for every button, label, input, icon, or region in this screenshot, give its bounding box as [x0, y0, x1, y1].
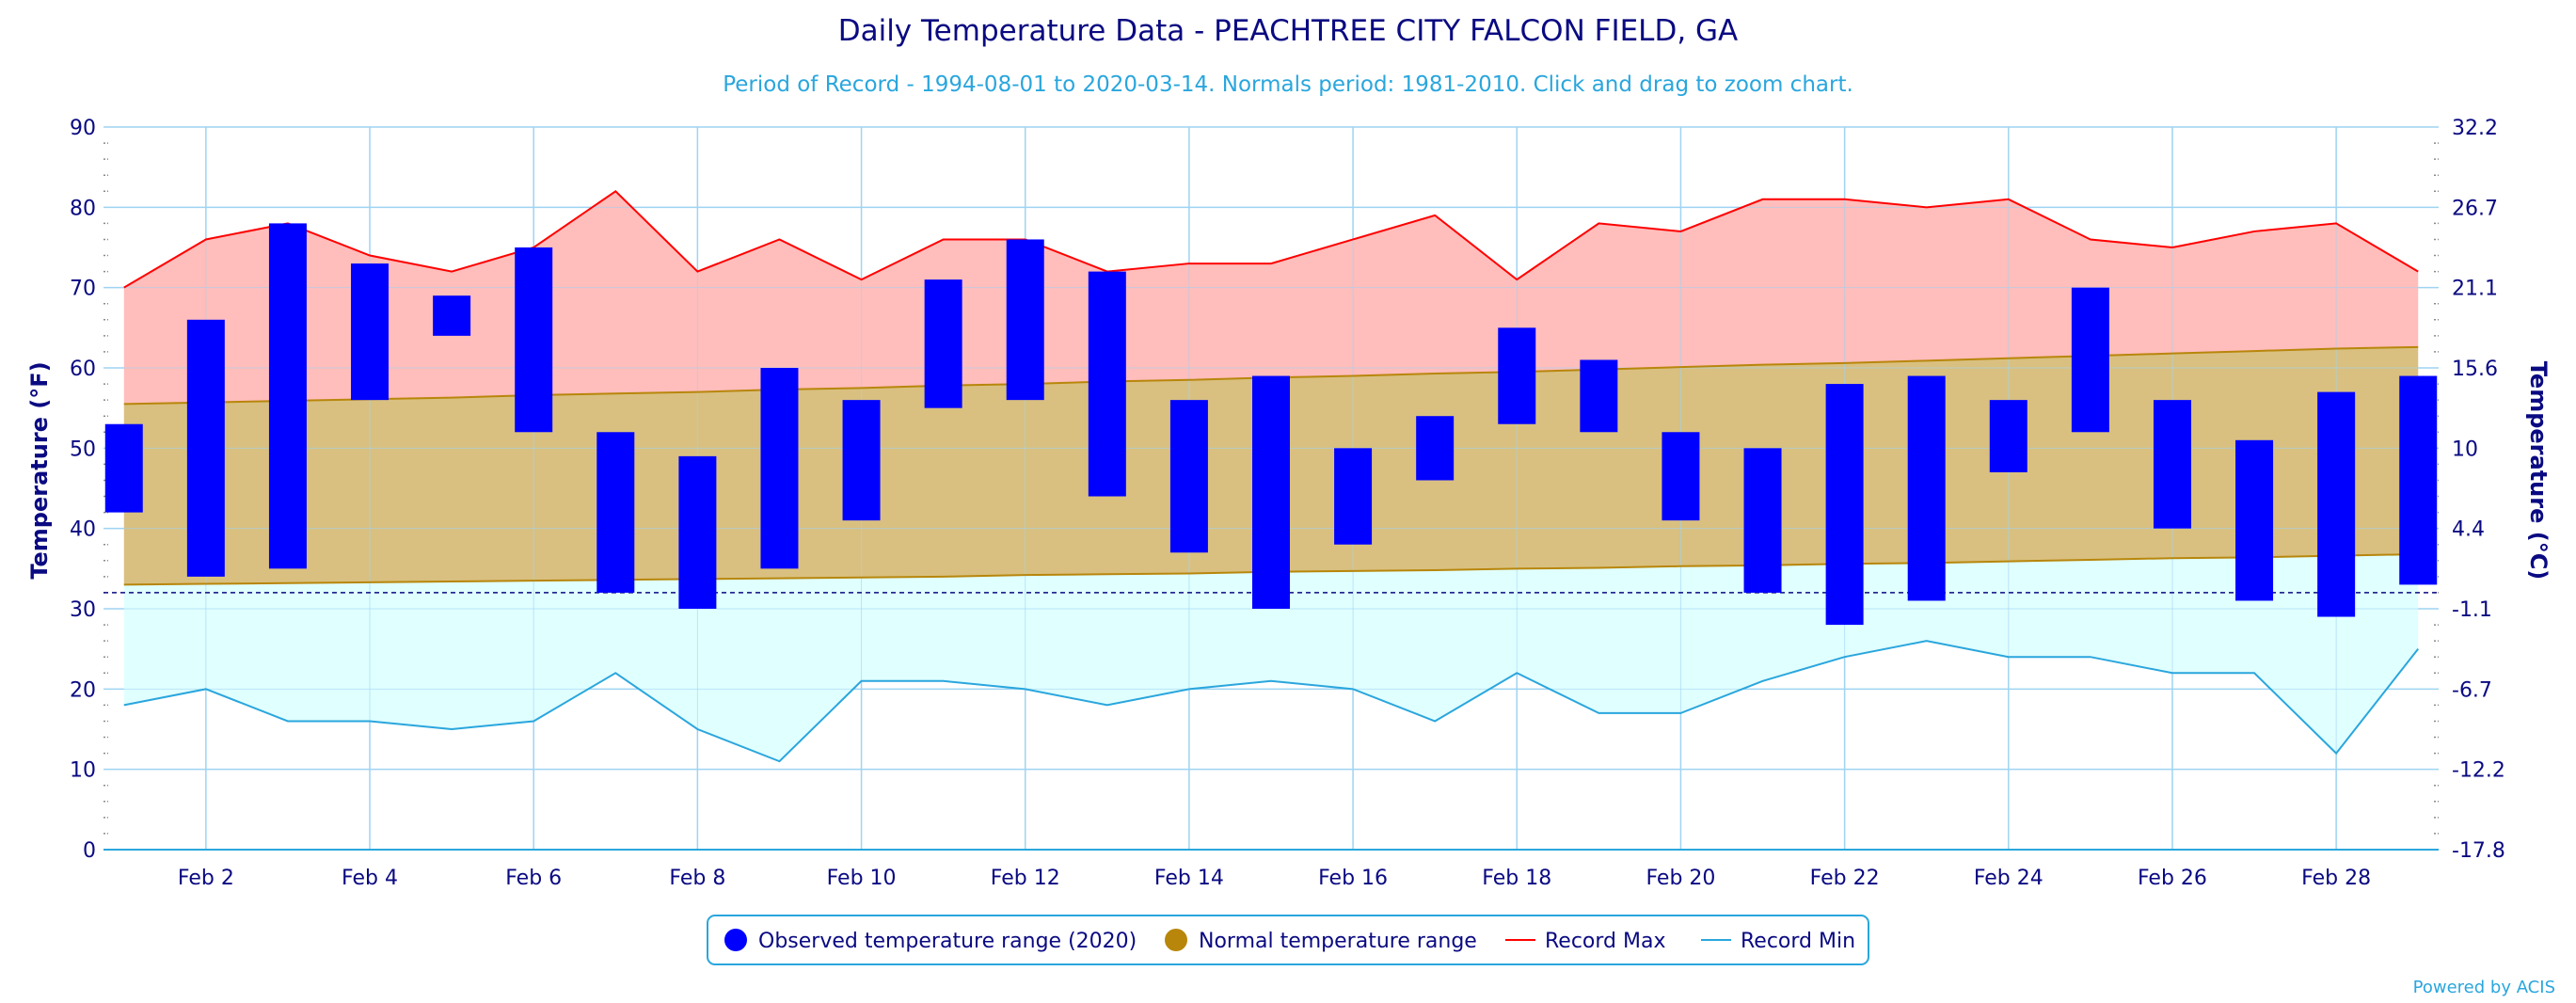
observed-bar: [2399, 375, 2438, 585]
observed-bar: [433, 295, 471, 336]
y-tick-label-right: 32.2: [2452, 117, 2498, 140]
observed-bar: [2235, 439, 2274, 601]
observed-bar: [842, 400, 881, 521]
x-tick-label: Feb 20: [1646, 867, 1715, 890]
legend-record-max-label: Record Max: [1545, 930, 1666, 953]
observed-bar: [1580, 359, 1618, 433]
y-tick-label-left: 60: [70, 358, 96, 381]
y-tick-label-left: 90: [70, 117, 96, 140]
x-tick-label: Feb 8: [669, 867, 725, 890]
observed-bar: [2317, 391, 2356, 617]
record-max-line: [123, 189, 2419, 289]
x-tick-label: Feb 6: [505, 867, 562, 890]
y-tick-label-right: 15.6: [2452, 358, 2498, 381]
y-tick-label-left: 0: [83, 839, 96, 863]
record-min-line: [123, 640, 2420, 763]
y-tick-label-left: 30: [70, 598, 96, 622]
y-tick-label-right: -17.8: [2452, 839, 2505, 863]
y-tick-label-left: 10: [70, 759, 96, 783]
observed-bar: [1088, 271, 1126, 497]
y-tick-label-right: 10: [2452, 438, 2478, 461]
legend-observed-label: Observed temperature range (2020): [758, 930, 1137, 953]
observed-bar: [1006, 239, 1044, 401]
x-tick-label: Feb 26: [2138, 867, 2207, 890]
x-tick-label: Feb 14: [1154, 867, 1224, 890]
observed-bar: [1169, 400, 1208, 553]
chart-title: Daily Temperature Data - PEACHTREE CITY …: [838, 14, 1739, 48]
x-tick-label: Feb 24: [1974, 867, 2043, 890]
observed-bar: [678, 455, 717, 609]
legend-normal-label: Normal temperature range: [1199, 930, 1477, 953]
observed-bar: [186, 319, 225, 577]
chart-subtitle: Period of Record - 1994-08-01 to 2020-03…: [723, 72, 1853, 97]
axes: 0 10 20 30 40 50 60 70 80 90 -17.8 -12.2 -6.7 -1.1 4.4…: [70, 117, 2505, 890]
legend-item-normal[interactable]: Normal temperature range: [1165, 929, 1477, 953]
observed-bar: [515, 247, 553, 433]
y-tick-label-right: -12.2: [2452, 759, 2505, 783]
observed-bar: [1743, 448, 1782, 593]
x-tick-label: Feb 4: [342, 867, 398, 890]
observed-bar: [1662, 432, 1700, 521]
observed-bar: [1989, 400, 2027, 472]
legend-record-min-label: Record Min: [1741, 930, 1855, 953]
legend-item-record-min[interactable]: Record Min: [1701, 930, 1855, 953]
y-tick-label-right: -1.1: [2452, 598, 2492, 622]
observed-bar: [104, 423, 143, 513]
y-tick-label-right: 4.4: [2452, 518, 2485, 542]
observed-bars: [104, 223, 2438, 626]
observed-bar: [1907, 375, 1946, 601]
y-tick-label-right: -6.7: [2452, 678, 2492, 702]
credit-text[interactable]: Powered by ACIS: [2413, 978, 2555, 997]
y-axis-title-right: Temperature (°C): [2525, 361, 2552, 581]
observed-bar: [924, 279, 962, 408]
x-tick-label: Feb 18: [1482, 867, 1551, 890]
x-tick-label: Feb 22: [1810, 867, 1880, 890]
legend-item-observed[interactable]: Observed temperature range (2020): [724, 929, 1137, 953]
observed-bar: [2071, 287, 2109, 433]
x-tick-label: Feb 10: [827, 867, 897, 890]
legend-observed-marker: [724, 929, 747, 951]
x-tick-label: Feb 28: [2301, 867, 2371, 890]
observed-bar: [2153, 400, 2191, 529]
y-tick-label-right: 26.7: [2452, 197, 2498, 220]
y-tick-label-left: 70: [70, 278, 96, 301]
observed-bar: [351, 263, 390, 401]
observed-bar: [760, 368, 799, 569]
x-tick-label: Feb 12: [991, 867, 1060, 890]
observed-bar: [1498, 327, 1536, 424]
y-tick-label-left: 20: [70, 678, 96, 702]
x-tick-label: Feb 2: [178, 867, 234, 890]
observed-bar: [1416, 416, 1455, 481]
observed-bar: [1252, 375, 1290, 609]
observed-bar: [1825, 384, 1864, 626]
legend-item-record-max[interactable]: Record Max: [1505, 930, 1666, 953]
observed-bar: [1334, 448, 1373, 545]
observed-bar: [268, 223, 307, 569]
y-tick-label-right: 21.1: [2452, 278, 2498, 301]
legend: Observed temperature range (2020) Normal…: [707, 915, 1869, 965]
x-tick-label: Feb 16: [1318, 867, 1388, 890]
y-tick-label-left: 50: [70, 438, 96, 461]
y-tick-label-left: 40: [70, 518, 96, 542]
legend-normal-marker: [1165, 929, 1187, 951]
y-axis-title-left: Temperature (°F): [26, 361, 53, 579]
y-tick-label-left: 80: [70, 197, 96, 220]
observed-bar: [596, 432, 635, 593]
legend-box: [707, 915, 1869, 965]
